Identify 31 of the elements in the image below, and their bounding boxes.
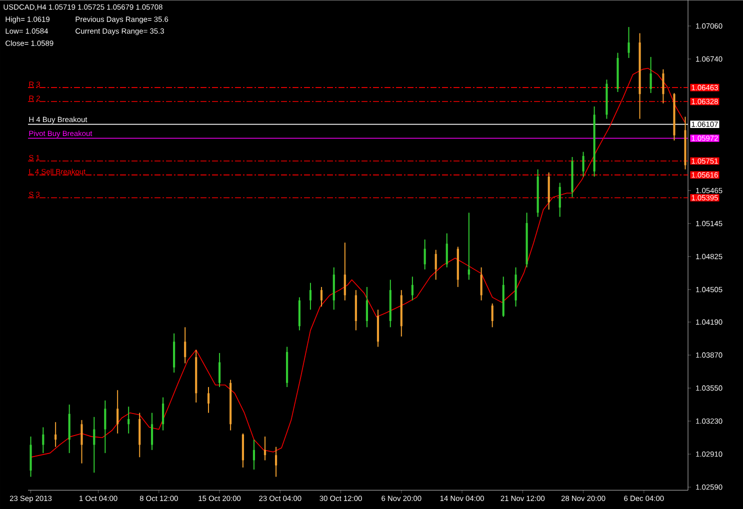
candlestick [104,400,106,454]
candlestick [662,68,664,104]
candlestick [184,326,186,364]
candlestick [309,282,312,310]
candlestick [128,406,130,434]
candlestick [480,266,482,301]
candlestick [54,422,57,448]
candlestick [42,426,44,454]
candlestick [468,212,470,280]
candlestick [366,286,368,328]
candlestick [252,439,256,470]
candlestick [491,302,494,328]
candlestick [434,249,437,280]
candlestick [628,26,630,58]
candlestick [411,276,414,301]
candlestick [558,182,561,218]
candlestick [218,352,221,388]
candlestick [650,56,652,94]
candlestick [93,416,96,474]
candlestick [116,390,119,434]
candlestick [424,238,426,270]
candlestick [344,242,346,301]
candlestick [320,286,323,307]
candlestick [446,232,448,268]
candlestick [162,396,164,431]
candlestick [274,446,278,478]
candlestick [264,436,266,461]
candlestick [80,419,83,464]
candlestick [207,386,210,414]
candlestick [150,412,154,450]
candlestick [582,151,584,178]
